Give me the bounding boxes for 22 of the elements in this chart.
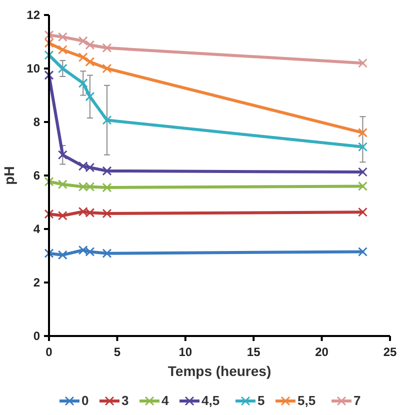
legend-label: 4,5 — [202, 393, 220, 408]
y-tick-label: 10 — [26, 62, 40, 76]
x-axis-title: Temps (heures) — [168, 363, 272, 379]
x-tick-label: 25 — [383, 345, 397, 359]
y-tick-label: 2 — [33, 276, 40, 290]
legend-label: 3 — [122, 393, 129, 408]
legend-label: 4 — [162, 393, 170, 408]
legend-label: 5,5 — [298, 393, 316, 408]
legend-label: 0 — [82, 393, 89, 408]
y-tick-label: 8 — [33, 115, 40, 130]
x-tick-label: 15 — [246, 345, 261, 359]
y-tick-label: 0 — [33, 329, 40, 344]
x-tick-label: 20 — [315, 345, 329, 359]
y-tick-label: 12 — [26, 8, 40, 22]
x-tick-label: 10 — [178, 345, 192, 359]
legend-label: 5 — [258, 393, 265, 408]
x-tick-label: 5 — [114, 345, 121, 359]
y-axis-title: pH — [1, 166, 17, 185]
y-tick-label: 4 — [33, 222, 40, 236]
legend-label: 7 — [354, 393, 361, 408]
y-tick-label: 6 — [33, 168, 40, 183]
x-tick-label: 0 — [46, 345, 53, 359]
